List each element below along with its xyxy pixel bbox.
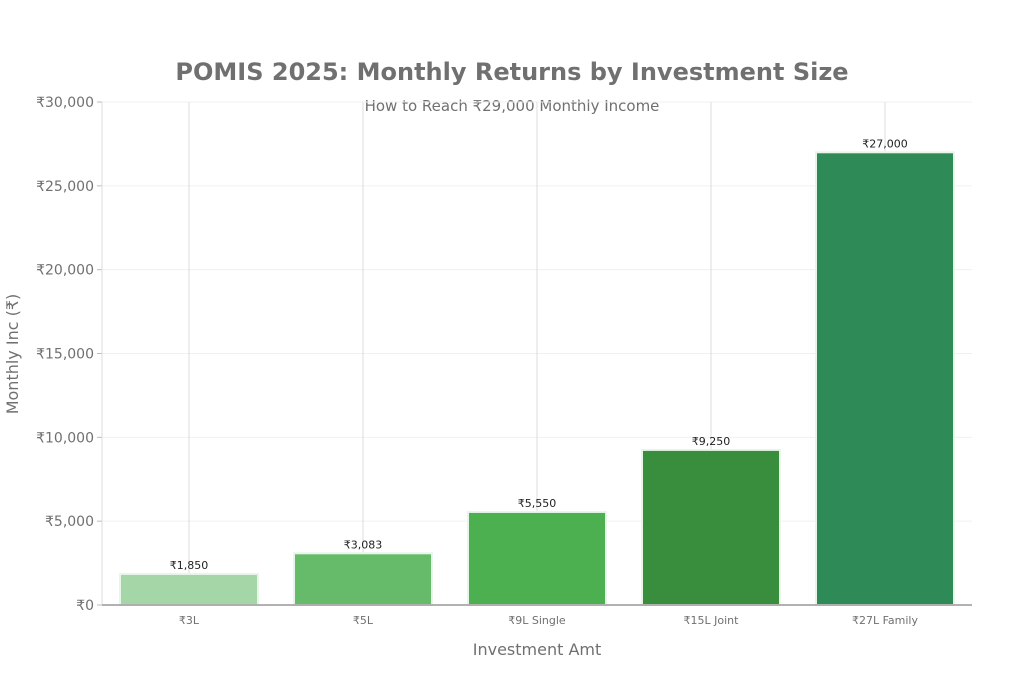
y-tick-label: ₹25,000	[36, 179, 94, 195]
x-tick-label: ₹9L Single	[508, 614, 566, 627]
y-tick-label: ₹30,000	[36, 95, 94, 111]
data-label: ₹5,550	[518, 497, 557, 510]
data-label: ₹9,250	[692, 435, 731, 448]
y-tick-label: ₹10,000	[36, 430, 94, 446]
bar[interactable]	[467, 510, 607, 607]
data-label: ₹1,850	[170, 559, 209, 572]
bar[interactable]	[293, 552, 433, 606]
x-tick-label: ₹3L	[179, 614, 200, 627]
y-tick-label: ₹0	[76, 598, 94, 614]
y-tick-label: ₹5,000	[45, 514, 94, 530]
bar[interactable]	[641, 448, 781, 606]
x-tick-label: ₹15L Joint	[684, 614, 740, 627]
y-tick-label: ₹15,000	[36, 347, 94, 363]
data-label: ₹27,000	[862, 137, 908, 150]
bar[interactable]	[815, 151, 955, 607]
x-axis-label: Investment Amt	[473, 640, 602, 659]
x-tick-label: ₹5L	[353, 614, 374, 627]
data-label: ₹3,083	[344, 538, 383, 551]
y-axis-label: Monthly Inc (₹)	[3, 294, 22, 415]
bar[interactable]	[119, 572, 259, 607]
chart-title: POMIS 2025: Monthly Returns by Investmen…	[175, 58, 848, 86]
x-tick-label: ₹27L Family	[852, 614, 919, 627]
y-tick-label: ₹20,000	[36, 263, 94, 279]
chart-subtitle: How to Reach ₹29,000 Monthly Income	[365, 97, 660, 115]
